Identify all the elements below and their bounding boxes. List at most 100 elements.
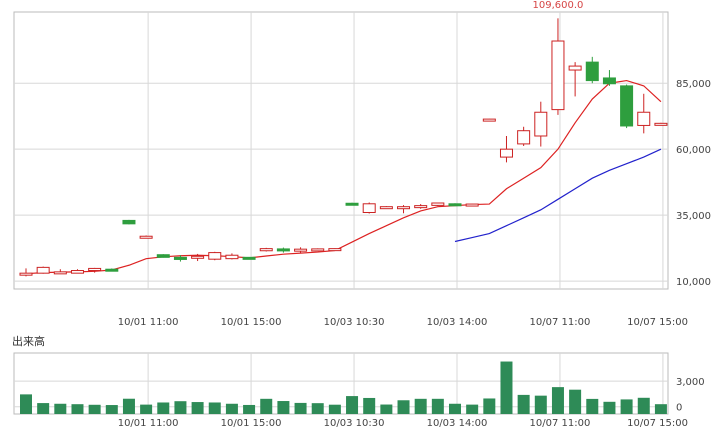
volume-bar	[449, 403, 461, 414]
volume-bar	[534, 395, 547, 414]
candle-body	[156, 254, 170, 258]
volume-bar	[483, 398, 496, 414]
volume-bar	[208, 402, 221, 414]
candle-body	[379, 206, 393, 210]
candle	[191, 253, 205, 262]
volume-y-tick-label: 3,000	[676, 377, 705, 388]
volume-bar	[517, 394, 530, 414]
price-y-tick-label: 10,000	[676, 277, 711, 288]
volume-x-tick-label: 10/07 15:00	[627, 418, 688, 429]
candle	[328, 248, 342, 252]
volume-bar	[569, 389, 582, 414]
price-x-tick-label: 10/03 10:30	[324, 317, 385, 328]
candle	[499, 135, 513, 163]
candle	[517, 126, 531, 147]
candle	[654, 122, 668, 126]
candle-body	[36, 266, 50, 274]
volume-title: 出来高	[12, 334, 45, 348]
candle-body	[53, 271, 67, 275]
price-x-tick-label: 10/01 15:00	[221, 317, 282, 328]
volume-bar	[37, 403, 50, 414]
candle-body	[345, 202, 359, 206]
candle	[362, 202, 376, 214]
volume-bar	[20, 394, 32, 414]
volume-bar	[654, 404, 667, 414]
candlesticks	[19, 18, 668, 277]
candle	[36, 266, 50, 274]
volume-bar	[174, 401, 187, 414]
moving-average-short	[25, 79, 662, 275]
volume-bar	[71, 404, 84, 414]
candle-body	[499, 148, 513, 158]
candle	[242, 256, 256, 260]
candle-body	[602, 77, 616, 85]
ma-short-line	[25, 79, 662, 275]
price-x-tick-label: 10/01 11:00	[118, 317, 179, 328]
candle-body	[654, 122, 668, 126]
candle	[259, 247, 273, 252]
candle-body	[19, 272, 33, 276]
candle	[70, 269, 84, 274]
price-y-tick-label: 60,000	[676, 145, 711, 156]
volume-x-tick-label: 10/03 14:00	[427, 418, 488, 429]
volume-y-tick-labels: 0 3,000	[676, 377, 705, 414]
candle-body	[225, 254, 239, 260]
volume-bar	[414, 398, 427, 414]
candle	[397, 205, 411, 214]
price-y-tick-labels: 10,000 35,000 60,000 85,000	[676, 79, 711, 288]
candle	[156, 254, 170, 258]
candle-body	[139, 235, 153, 239]
candle	[551, 18, 565, 115]
ma-long-line	[454, 148, 662, 243]
candle-body	[482, 118, 496, 122]
volume-x-tick-label: 10/01 15:00	[221, 418, 282, 429]
volume-bar	[431, 398, 444, 414]
candle	[105, 268, 119, 272]
candle-body	[465, 203, 479, 207]
candle-body	[620, 85, 634, 127]
candle-body	[208, 252, 222, 260]
volume-plot-frame	[13, 352, 669, 415]
candle	[294, 247, 308, 254]
volume-bar	[243, 404, 256, 414]
candle	[88, 267, 102, 273]
candle-body	[105, 268, 119, 272]
candle-body	[637, 111, 651, 126]
volume-bar	[637, 397, 650, 414]
candle	[122, 219, 136, 225]
candle-body	[173, 256, 187, 260]
volume-bars	[20, 361, 667, 414]
candle	[311, 248, 325, 252]
max-price-label: 109,600.0	[533, 0, 584, 11]
volume-bar	[122, 398, 135, 414]
candle	[534, 101, 548, 147]
volume-bar	[380, 404, 393, 414]
candle	[620, 84, 634, 129]
candle	[431, 202, 445, 206]
volume-bar	[586, 398, 599, 414]
candle	[414, 204, 428, 209]
volume-bar	[551, 387, 564, 414]
price-x-tick-label: 10/03 14:00	[427, 317, 488, 328]
volume-bar	[88, 404, 101, 414]
candle	[448, 203, 462, 207]
volume-bar	[54, 403, 67, 414]
candle	[53, 269, 67, 275]
volume-bar	[277, 401, 290, 414]
volume-x-tick-label: 10/07 11:00	[530, 418, 591, 429]
candle	[602, 70, 616, 86]
candle-body	[517, 130, 531, 145]
volume-x-tick-label: 10/01 11:00	[118, 418, 179, 429]
candle-body	[191, 255, 205, 259]
candle	[482, 118, 496, 122]
volume-x-tick-label: 10/03 10:30	[324, 418, 385, 429]
volume-bar	[311, 403, 324, 414]
candle	[208, 251, 222, 261]
candle	[379, 206, 393, 210]
candle	[173, 255, 187, 262]
volume-bar	[363, 397, 376, 414]
candle-body	[294, 248, 308, 252]
candle-body	[551, 40, 565, 111]
